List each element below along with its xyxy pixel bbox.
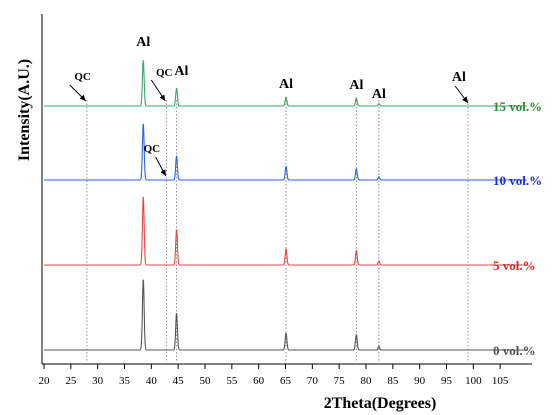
x-axis-label: 2Theta(Degrees) bbox=[324, 395, 437, 412]
annotation-arrowhead bbox=[79, 94, 86, 101]
x-tick-label: 95 bbox=[441, 375, 453, 387]
x-tick-label: 70 bbox=[307, 375, 319, 387]
x-tick-label: 50 bbox=[200, 375, 212, 387]
series-line bbox=[44, 196, 527, 266]
peak-annotation-label: Al bbox=[349, 78, 363, 93]
x-tick-label: 25 bbox=[65, 375, 77, 387]
series-label: 15 vol.% bbox=[493, 99, 542, 114]
x-tick-label: 30 bbox=[92, 375, 104, 387]
peak-annotation-label: QC bbox=[74, 71, 91, 83]
series-labels: 0 vol.% 5 vol.% 10 vol.% 15 vol.% bbox=[493, 99, 542, 358]
peak-annotation-label: Al bbox=[279, 77, 293, 92]
series-label: 5 vol.% bbox=[493, 258, 536, 273]
x-tick-label: 100 bbox=[465, 375, 482, 387]
annotation-arrowhead bbox=[462, 96, 468, 103]
x-tick-label: 75 bbox=[334, 375, 346, 387]
x-tick-label: 85 bbox=[387, 375, 399, 387]
x-tick-label: 55 bbox=[226, 375, 238, 387]
x-tick-label: 60 bbox=[253, 375, 265, 387]
x-tick-label: 20 bbox=[39, 375, 51, 387]
x-tick-label: 65 bbox=[280, 375, 292, 387]
x-tick-label: 80 bbox=[361, 375, 373, 387]
series-line bbox=[44, 60, 527, 107]
peak-annotation-label: Al bbox=[174, 64, 188, 79]
x-axis-ticks: 20 25 30 35 40 45 50 55 60 65 70 75 80 85 90 95 100 105 bbox=[39, 364, 509, 387]
series-label: 10 vol.% bbox=[493, 173, 542, 188]
series-line bbox=[44, 279, 527, 351]
peak-annotation-label: QC bbox=[156, 67, 173, 79]
peak-annotation-label: QC bbox=[144, 143, 161, 155]
series-traces bbox=[44, 60, 527, 351]
annotation-arrowhead bbox=[160, 169, 166, 176]
x-tick-label: 35 bbox=[119, 375, 131, 387]
y-axis-label: Intensity(A.U.) bbox=[16, 59, 33, 161]
x-tick-label: 90 bbox=[414, 375, 426, 387]
x-tick-label: 45 bbox=[173, 375, 185, 387]
peak-annotation-label: Al bbox=[372, 87, 386, 102]
peak-annotation-label: Al bbox=[136, 35, 150, 50]
x-tick-label: 105 bbox=[492, 375, 509, 387]
x-tick-label: 40 bbox=[146, 375, 158, 387]
series-line bbox=[44, 123, 527, 181]
peak-annotation-label: Al bbox=[452, 70, 466, 85]
series-label: 0 vol.% bbox=[493, 343, 536, 358]
annotation-arrowhead bbox=[159, 94, 166, 101]
